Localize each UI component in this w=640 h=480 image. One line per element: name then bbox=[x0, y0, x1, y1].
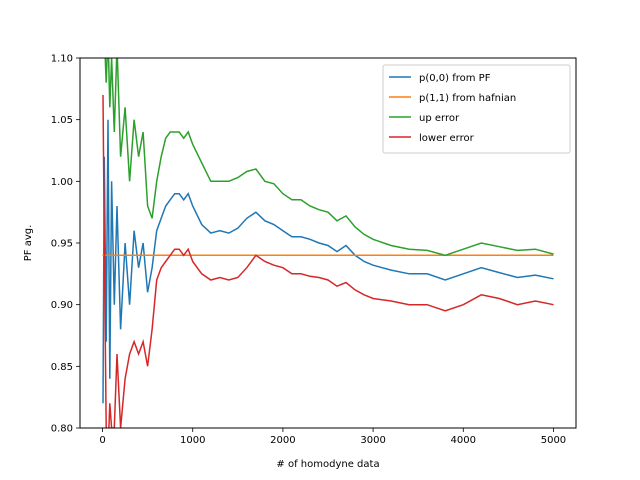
legend-box bbox=[382, 64, 571, 154]
legend-label: p(1,1) from hafnian bbox=[419, 93, 516, 104]
y-tick-label: 1.00 bbox=[51, 177, 73, 188]
x-axis: 0 1000 2000 3000 4000 5000 bbox=[99, 428, 566, 446]
y-tick-label: 0.90 bbox=[51, 300, 73, 311]
y-tick-label: 0.80 bbox=[51, 424, 73, 435]
x-axis-title: # of homodyne data bbox=[276, 459, 379, 470]
legend-label: up error bbox=[419, 113, 460, 124]
y-axis: 0.80 0.85 0.90 0.95 1.00 1.05 1.10 bbox=[51, 54, 80, 435]
series-line-4 bbox=[102, 94, 554, 428]
legend: p(0,0) from PF p(1,1) from hafnian up erro… bbox=[382, 64, 571, 154]
x-tick-label: 5000 bbox=[541, 435, 566, 446]
legend-label: p(0,0) from PF bbox=[419, 73, 491, 84]
x-tick-label: 3000 bbox=[360, 435, 385, 446]
legend-label: lower error bbox=[419, 133, 475, 144]
y-tick-label: 1.10 bbox=[51, 54, 73, 65]
plot-lines bbox=[102, 58, 554, 428]
y-tick-label: 0.85 bbox=[51, 362, 73, 373]
x-tick-label: 0 bbox=[99, 435, 105, 446]
x-tick-label: 1000 bbox=[180, 435, 205, 446]
y-tick-label: 1.05 bbox=[51, 115, 73, 126]
series-line-3 bbox=[103, 58, 554, 257]
y-axis-title: PF avg. bbox=[23, 225, 34, 262]
x-tick-label: 2000 bbox=[270, 435, 295, 446]
series-line-1 bbox=[102, 119, 554, 404]
x-tick-label: 4000 bbox=[451, 435, 476, 446]
y-tick-label: 0.95 bbox=[51, 239, 73, 250]
